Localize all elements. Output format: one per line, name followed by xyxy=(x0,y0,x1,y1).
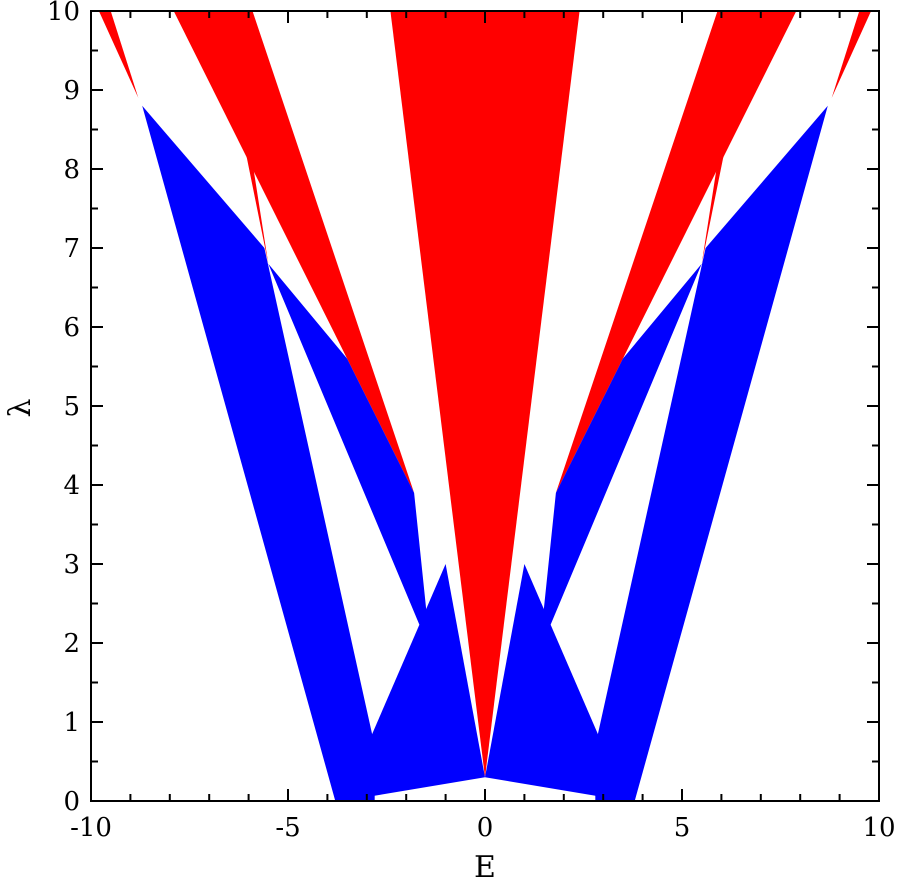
blue-band-14 xyxy=(516,263,702,707)
x-tick-label: -10 xyxy=(70,813,112,843)
blue-band-12 xyxy=(595,105,828,801)
y-tick-label: 4 xyxy=(63,471,80,501)
x-axis-title: E xyxy=(474,850,496,885)
red-band-7 xyxy=(98,11,139,98)
blue-band-11 xyxy=(142,105,375,801)
blue-band-13 xyxy=(268,263,454,707)
y-tick-label: 7 xyxy=(63,234,80,264)
y-tick-label: 9 xyxy=(63,76,80,106)
x-tick-label: 0 xyxy=(477,813,494,843)
red-band-0 xyxy=(390,11,580,778)
red-band-6 xyxy=(622,11,785,359)
y-axis: 0 1 2 3 4 5 6 7 8 9 10 xyxy=(47,0,879,817)
x-tick-label: 5 xyxy=(674,813,691,843)
x-tick-label: 10 xyxy=(862,813,895,843)
x-tick-label: -5 xyxy=(275,813,300,843)
red-band-1 xyxy=(173,11,415,493)
y-tick-label: 5 xyxy=(63,392,80,422)
y-tick-label: 2 xyxy=(63,629,80,659)
red-band-2 xyxy=(555,11,797,493)
red-band-4 xyxy=(701,11,753,264)
red-band-8 xyxy=(831,11,872,98)
x-axis: -10 -5 0 5 10 xyxy=(70,11,896,843)
red-band-5 xyxy=(185,11,348,359)
blue-band-9 xyxy=(343,564,485,801)
y-tick-label: 6 xyxy=(63,313,80,343)
y-axis-title: λ xyxy=(3,398,38,417)
y-tick-label: 0 xyxy=(63,787,80,817)
bands-layer xyxy=(98,11,872,801)
y-tick-label: 10 xyxy=(47,0,80,27)
y-tick-label: 8 xyxy=(63,155,80,185)
y-tick-label: 3 xyxy=(63,550,80,580)
red-band-3 xyxy=(217,11,269,264)
y-tick-label: 1 xyxy=(63,708,80,738)
blue-band-10 xyxy=(485,564,627,801)
